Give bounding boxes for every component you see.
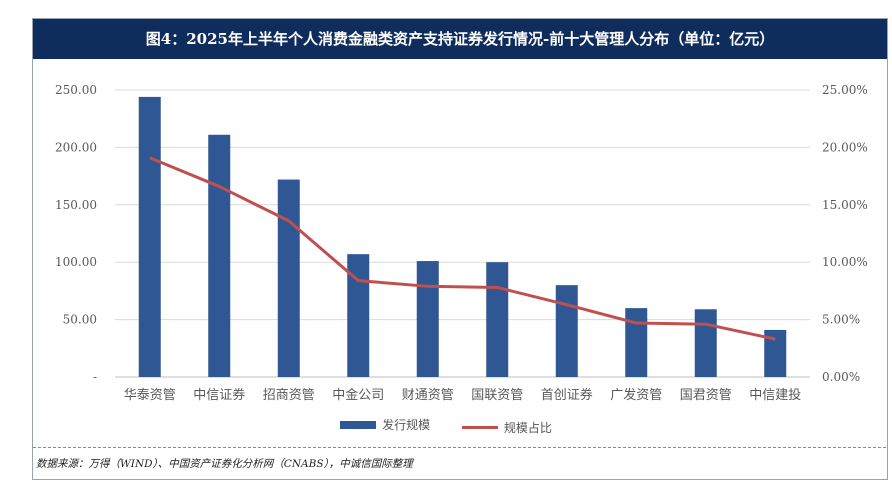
- bar: [486, 262, 509, 377]
- bar: [138, 96, 161, 377]
- legend: 发行规模 规模占比: [0, 416, 892, 436]
- bar: [625, 308, 648, 377]
- left-tick-label: 250.00: [55, 83, 97, 97]
- bar: [208, 134, 231, 377]
- x-tick-label: 国君资管: [680, 388, 732, 403]
- right-tick-label: 10.00%: [822, 255, 868, 269]
- bar: [555, 285, 578, 377]
- chart-frame: 图4：2025年上半年个人消费金融类资产支持证券发行情况-前十大管理人分布（单位…: [32, 18, 888, 480]
- right-tick-label: 0.00%: [822, 370, 860, 384]
- legend-bar-swatch: [340, 420, 377, 429]
- legend-line-swatch: [461, 425, 498, 429]
- x-tick-label: 财通资管: [402, 388, 454, 403]
- legend-line-label: 规模占比: [503, 420, 552, 435]
- x-tick-label: 国联资管: [471, 388, 523, 403]
- x-tick-label: 华泰资管: [124, 388, 176, 403]
- x-tick-label: 首创证券: [541, 387, 593, 403]
- source-divider: [33, 447, 886, 448]
- legend-item-line: 规模占比: [461, 419, 552, 436]
- right-tick-label: 20.00%: [822, 140, 868, 154]
- x-tick-label: 中金公司: [332, 387, 384, 403]
- x-tick-label: 招商资管: [263, 388, 315, 403]
- source-note: 数据来源：万得（WIND）、中国资产证券化分析网（CNABS），中诚信国际整理: [36, 458, 413, 470]
- chart-title: 图4：2025年上半年个人消费金融类资产支持证券发行情况-前十大管理人分布（单位…: [33, 19, 887, 59]
- legend-item-bar: 发行规模: [340, 416, 430, 433]
- x-tick-label: 中信建投: [749, 387, 801, 403]
- right-tick-label: 5.00%: [822, 313, 860, 327]
- left-tick-label: 150.00: [55, 198, 97, 212]
- left-tick-label: 50.00: [63, 313, 97, 327]
- bar: [347, 254, 370, 377]
- right-tick-label: 15.00%: [822, 198, 868, 212]
- left-tick-label: 100.00: [55, 255, 97, 269]
- bar: [764, 329, 787, 377]
- x-tick-label: 广发资管: [610, 387, 662, 403]
- bar: [694, 309, 717, 377]
- left-tick-label: -: [93, 370, 97, 384]
- left-tick-label: 200.00: [55, 140, 97, 154]
- right-tick-label: 25.00%: [822, 83, 868, 97]
- share-line: [149, 156, 776, 341]
- bar: [277, 179, 300, 377]
- bar: [416, 261, 439, 377]
- legend-bar-label: 发行规模: [382, 418, 431, 432]
- x-tick-label: 中信证券: [193, 387, 245, 403]
